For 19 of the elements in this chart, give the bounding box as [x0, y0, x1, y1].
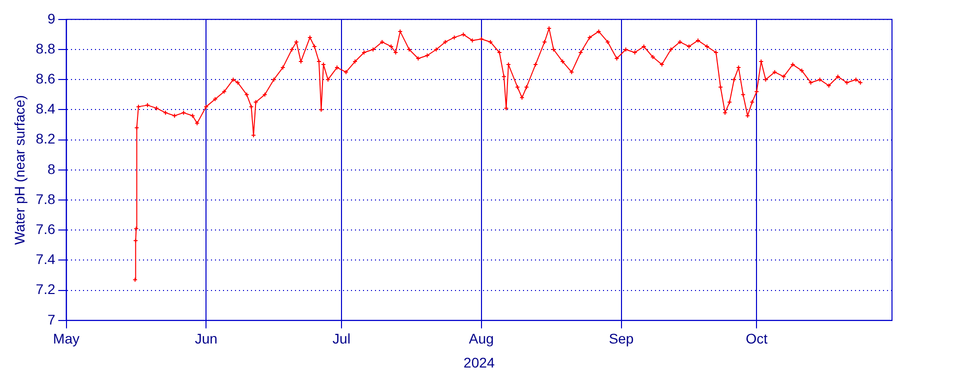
y-axis-title: Water pH (near surface) — [11, 95, 28, 245]
y-tick-label: 8.4 — [36, 100, 56, 117]
x-tick-label: Oct — [746, 330, 768, 347]
y-tick-label: 8.6 — [36, 70, 56, 86]
x-tick-label: Jun — [194, 330, 218, 347]
x-tick-label: Jul — [332, 330, 350, 347]
x-tick-label: Aug — [468, 330, 494, 347]
x-tick-label: Sep — [608, 330, 634, 347]
y-tick-label: 7.2 — [36, 281, 56, 298]
y-tick-label: 7.8 — [36, 190, 56, 207]
y-tick-label: 7.4 — [36, 251, 56, 268]
y-tick-label: 8.8 — [36, 40, 56, 56]
x-tick-label: May — [53, 330, 80, 347]
x-axis-title: 2024 — [464, 354, 495, 370]
y-tick-label: 7.6 — [36, 220, 56, 237]
y-tick-label: 7 — [47, 311, 56, 328]
y-tick-label: 8.2 — [36, 130, 56, 147]
y-tick-label: 9 — [47, 10, 56, 26]
y-tick-label: 8 — [47, 160, 56, 177]
